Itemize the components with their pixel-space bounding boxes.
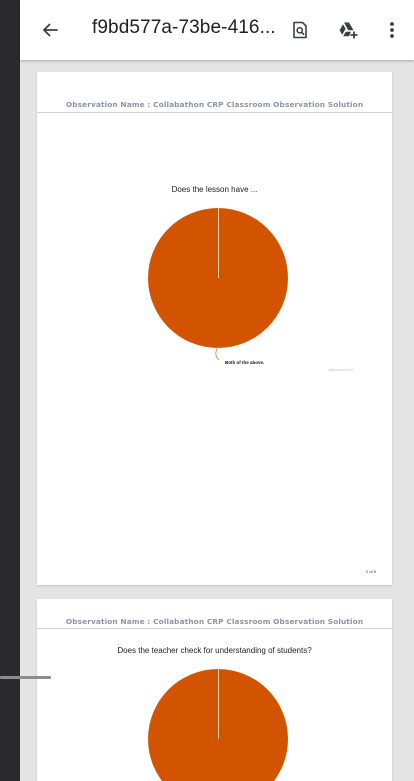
pdf-page: Observation Name : Collabathon CRP Class… xyxy=(37,599,392,781)
back-button[interactable] xyxy=(34,14,66,46)
page-header: Observation Name : Collabathon CRP Class… xyxy=(65,617,364,626)
add-to-drive-icon xyxy=(339,22,358,39)
add-to-drive-button[interactable] xyxy=(332,14,364,46)
pdf-viewer[interactable]: Observation Name : Collabathon CRP Class… xyxy=(20,60,414,781)
chart-title: Does the lesson have ... xyxy=(171,185,258,194)
document-title: f9bd577a-73be-416... xyxy=(92,17,276,38)
pie-data-label: Both of the above. xyxy=(225,360,265,365)
find-in-document-button[interactable] xyxy=(284,14,316,46)
pie-slice-edge xyxy=(218,208,219,278)
header-divider xyxy=(37,628,392,629)
header-divider xyxy=(37,112,392,113)
pdf-page: Observation Name : Collabathon CRP Class… xyxy=(37,72,392,585)
more-options-button[interactable] xyxy=(376,14,408,46)
pie-slice-edge xyxy=(218,669,219,739)
more-vertical-icon xyxy=(390,22,394,38)
arrow-left-icon xyxy=(43,23,58,37)
pie-label-connector xyxy=(215,346,220,361)
fast-scroll-handle[interactable] xyxy=(0,676,51,679)
app-bar: f9bd577a-73be-416... xyxy=(20,0,414,60)
page-number: 2 of 5 xyxy=(366,569,377,574)
page-header: Observation Name : Collabathon CRP Class… xyxy=(65,100,364,109)
chart-credit: Highcharts.com xyxy=(328,368,353,372)
chart-title: Does the teacher check for understanding… xyxy=(117,646,312,655)
document-search-icon xyxy=(293,21,307,39)
